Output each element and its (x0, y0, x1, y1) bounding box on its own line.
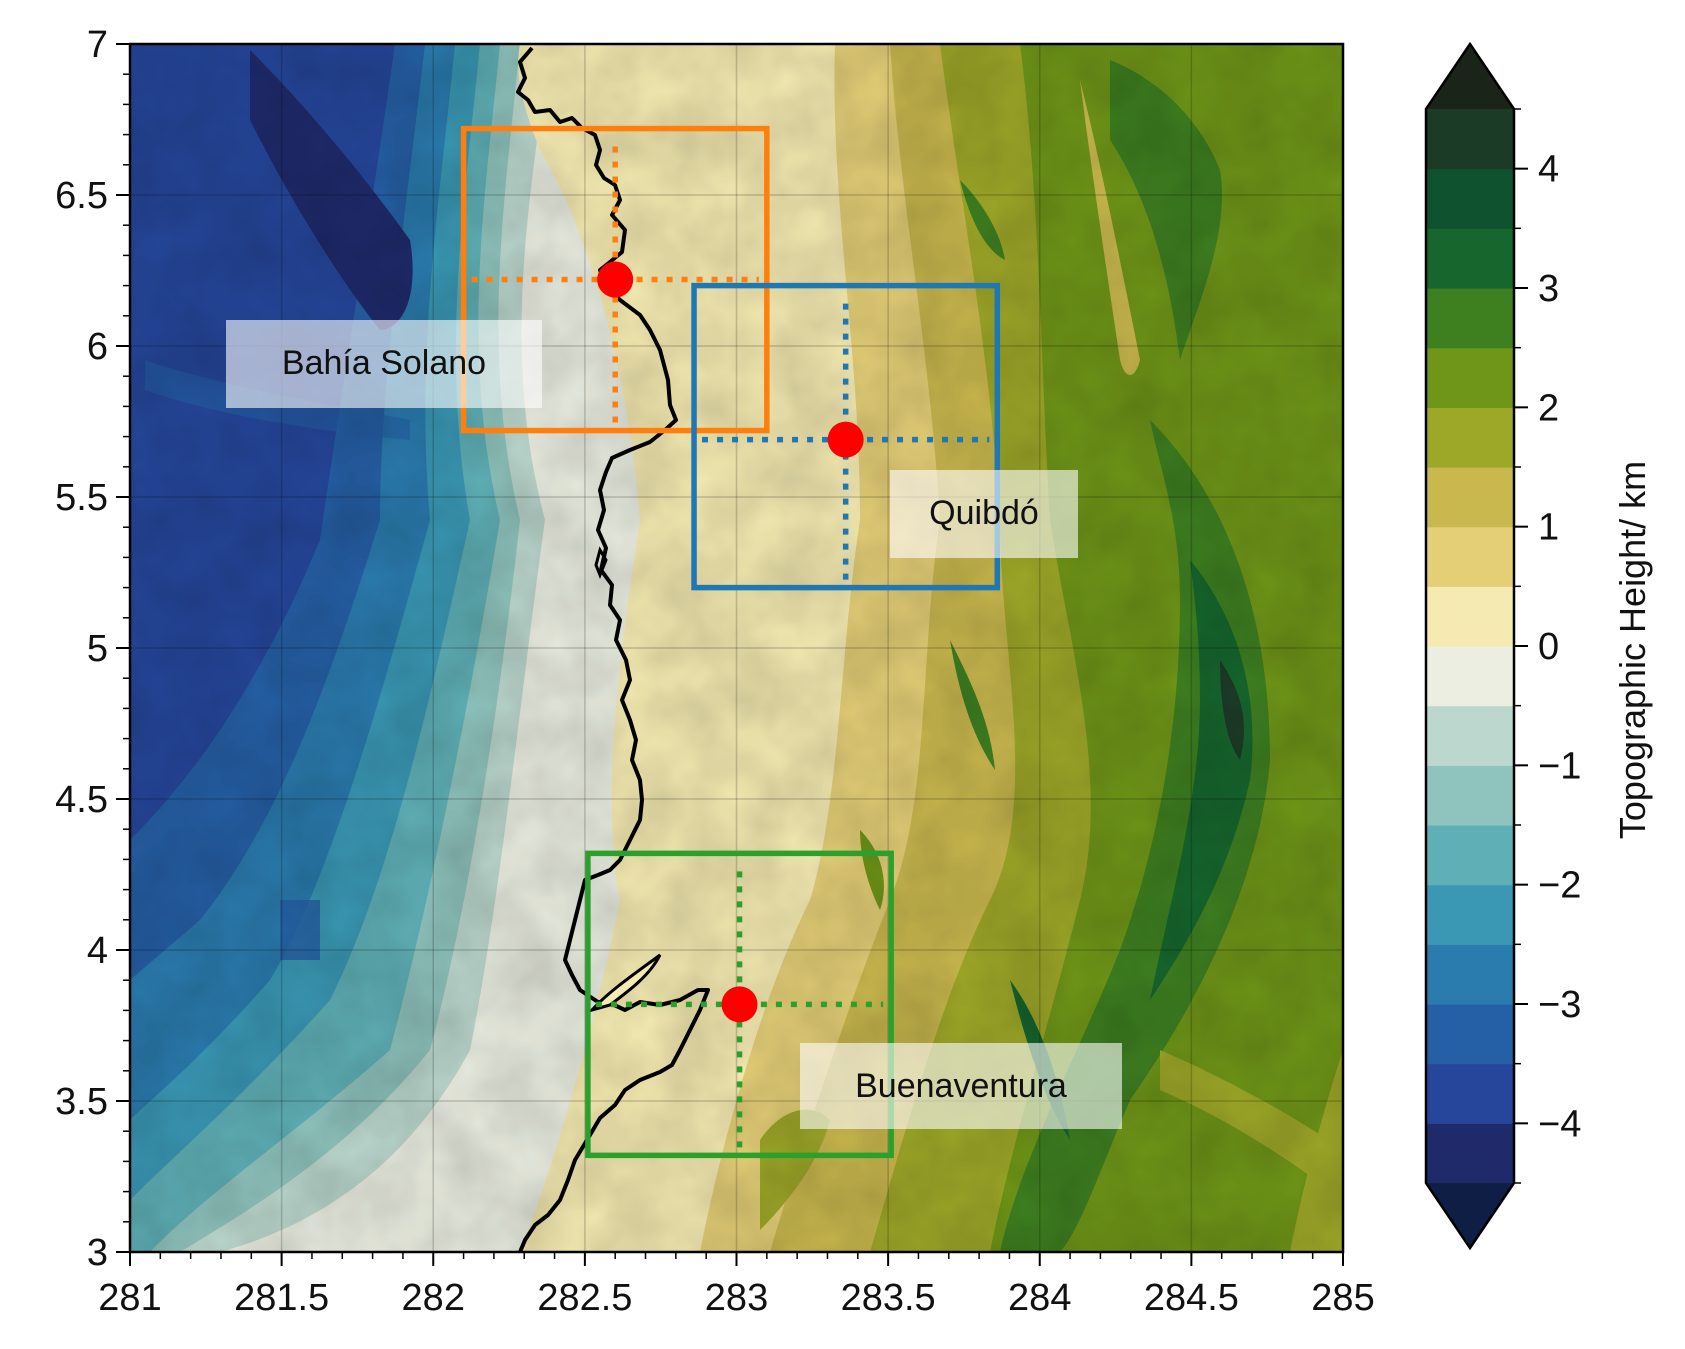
x-tick-label: 281.5 (234, 1277, 329, 1319)
colorbar-segment (1426, 1063, 1514, 1124)
x-tick-label: 284 (1008, 1277, 1071, 1319)
station-box (691, 282, 1001, 591)
colorbar-tick-label: 0 (1538, 626, 1559, 668)
colorbar-tick-label: −3 (1538, 984, 1581, 1026)
colorbar-segment (1426, 526, 1514, 587)
colorbar-tick-label: −4 (1538, 1103, 1581, 1145)
x-tick-label: 282 (402, 1277, 465, 1319)
colorbar-segment (1426, 646, 1514, 707)
x-tick-label: 283.5 (841, 1277, 936, 1319)
colorbar-segment (1426, 347, 1514, 408)
station-marker (721, 986, 758, 1023)
colorbar-segment (1426, 825, 1514, 886)
y-tick-label: 3 (87, 1232, 108, 1274)
colorbar-segment (1426, 168, 1514, 229)
station-label-box-quibdo (890, 470, 1078, 558)
y-tick-label: 4 (87, 930, 108, 972)
station-label-buenaventura: Buenaventura (855, 1067, 1067, 1105)
station-marker (597, 261, 634, 298)
y-tick-label: 5.5 (55, 477, 108, 519)
colorbar-title: Topographic Height/ km (1612, 461, 1653, 839)
colorbar-segment (1426, 705, 1514, 766)
y-tick-label: 6 (87, 326, 108, 368)
colorbar-segment (1426, 228, 1514, 289)
x-tick-label: 282.5 (537, 1277, 632, 1319)
station-domains (460, 125, 1001, 1159)
colorbar-tick-label: 4 (1538, 149, 1559, 191)
colorbar-extend-over (1426, 44, 1514, 109)
colorbar-extend-under (1426, 1183, 1514, 1248)
x-tick-label: 284.5 (1144, 1277, 1239, 1319)
station-label-box-buenaventura (800, 1043, 1122, 1129)
colorbar-segment (1426, 288, 1514, 349)
colorbar-segment (1426, 586, 1514, 647)
y-axis: 3 3.5 4 4.5 5 5.5 6 6.5 7 (55, 24, 130, 1274)
x-tick-label: 281 (98, 1277, 161, 1319)
x-tick-label: 283 (705, 1277, 768, 1319)
colorbar-segment (1426, 109, 1514, 170)
station-box (460, 125, 770, 434)
y-tick-label: 7 (87, 24, 108, 66)
colorbar-segment (1426, 1123, 1514, 1184)
colorbar-segment (1426, 407, 1514, 468)
station-marker (827, 421, 864, 458)
coastline-island (594, 546, 608, 580)
station-labels: Bahía Solano Quibdó Buenaventura (226, 320, 1122, 1129)
y-tick-label: 6.5 (55, 175, 108, 217)
terrain-texture (130, 44, 1343, 1252)
station-label-bahia-solano: Bahía Solano (282, 344, 486, 382)
coastline-bay (587, 953, 662, 1013)
colorbar-segment (1426, 765, 1514, 826)
gridlines (130, 44, 1343, 1252)
x-axis: 281 281.5 282 282.5 283 283.5 284 284.5 285 (98, 1252, 1375, 1319)
colorbar-tick-label: 2 (1538, 387, 1559, 429)
y-tick-label: 3.5 (55, 1081, 108, 1123)
y-tick-label: 4.5 (55, 779, 108, 821)
station-box (585, 850, 894, 1159)
colorbar-segment (1426, 1004, 1514, 1065)
station-label-quibdo: Quibdó (929, 494, 1039, 532)
colorbar-tick-label: −1 (1538, 745, 1581, 787)
station-label-box-bahia-solano (226, 320, 542, 408)
colorbar-segment (1426, 467, 1514, 528)
colorbar: −4 −3 −2 −1 0 1 2 3 4 (1424, 41, 1581, 1251)
colorbar-tick-label: 3 (1538, 268, 1559, 310)
x-tick-label: 285 (1311, 1277, 1374, 1319)
colorbar-tick-label: 1 (1538, 507, 1559, 549)
y-tick-label: 5 (87, 628, 108, 670)
colorbar-segment (1426, 944, 1514, 1005)
colorbar-tick-label: −2 (1538, 865, 1581, 907)
colorbar-segment (1426, 884, 1514, 945)
map-plot-area (130, 44, 1343, 1252)
